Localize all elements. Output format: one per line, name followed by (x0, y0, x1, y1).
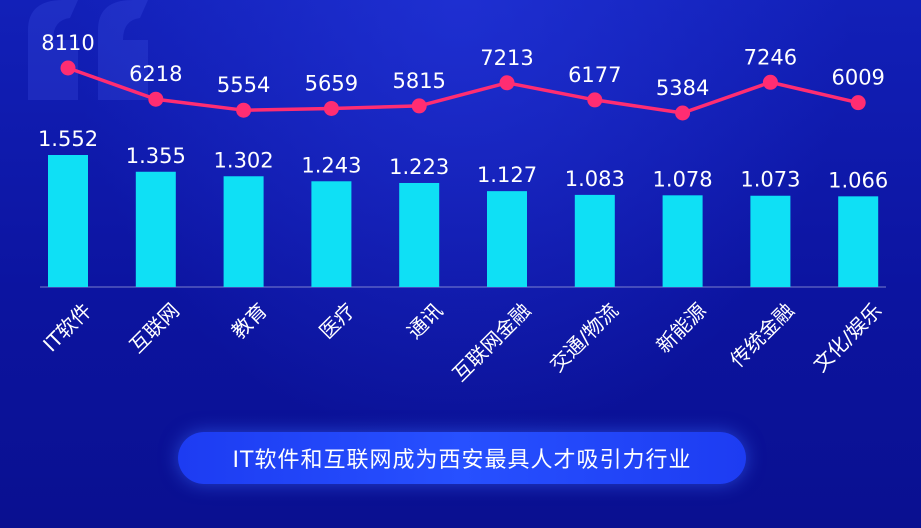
bar-value-label-5: 1.127 (477, 163, 537, 187)
line-point-8 (762, 74, 778, 90)
x-tick-label-8: 传统金融 (725, 298, 799, 372)
x-tick-label-9: 文化/娱乐 (808, 298, 886, 376)
line-point-2 (236, 102, 252, 118)
caption-text: IT软件和互联网成为西安最具人才吸引力行业 (232, 448, 692, 473)
bar-0 (48, 155, 88, 287)
line-value-label-3: 5659 (305, 71, 358, 95)
line-point-7 (675, 105, 691, 121)
bar-value-label-1: 1.355 (126, 144, 186, 168)
line-value-label-4: 5815 (392, 69, 445, 93)
bar-value-label-0: 1.552 (38, 127, 98, 151)
line-value-label-1: 6218 (129, 62, 182, 86)
x-tick-label-6: 交通/物流 (545, 298, 623, 376)
line-point-4 (411, 98, 427, 114)
bar-4 (399, 182, 440, 287)
x-tick-label-2: 教育 (227, 298, 272, 343)
bar-9 (838, 196, 879, 287)
x-tick-label-1: 互联网 (125, 298, 184, 357)
x-tick-label-5: 互联网金融 (448, 298, 536, 386)
bar-value-label-4: 1.223 (389, 155, 449, 179)
bar-value-label-8: 1.073 (740, 168, 800, 192)
bar-2 (223, 176, 264, 287)
line-value-label-6: 6177 (568, 63, 621, 87)
bar-value-label-9: 1.066 (828, 168, 888, 192)
line-value-label-8: 7246 (744, 45, 797, 69)
line-point-0 (60, 60, 76, 76)
line-point-9 (850, 95, 866, 111)
bar-1 (135, 171, 176, 287)
x-tick-label-3: 医疗 (314, 298, 359, 343)
line-value-label-7: 5384 (656, 76, 709, 100)
line-value-label-5: 7213 (480, 46, 533, 70)
line-value-label-9: 6009 (831, 66, 884, 90)
line-point-6 (587, 92, 603, 108)
bar-8 (750, 195, 791, 287)
x-tick-label-4: 通讯 (402, 298, 447, 343)
line-point-1 (148, 91, 164, 107)
bar-value-label-6: 1.083 (565, 167, 625, 191)
caption-banner: IT软件和互联网成为西安最具人才吸引力行业 (178, 432, 746, 484)
bar-value-label-3: 1.243 (301, 153, 361, 177)
line-value-label-2: 5554 (217, 73, 270, 97)
line-series (67, 66, 859, 115)
line-value-label-0: 8110 (41, 31, 94, 55)
bar-value-label-2: 1.302 (214, 148, 274, 172)
bar-value-label-7: 1.078 (653, 167, 713, 191)
bar-3 (311, 181, 352, 287)
x-tick-label-0: IT软件 (38, 298, 96, 356)
line-point-3 (323, 100, 339, 116)
x-tick-label-7: 新能源 (651, 298, 710, 357)
bar-5 (487, 191, 527, 287)
bar-6 (574, 194, 615, 287)
line-point-5 (499, 75, 515, 91)
bar-7 (662, 195, 703, 287)
